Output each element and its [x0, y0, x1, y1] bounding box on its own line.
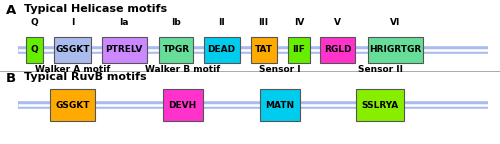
FancyBboxPatch shape: [159, 37, 193, 63]
Text: GSGKT: GSGKT: [55, 101, 90, 110]
Text: Walker B motif: Walker B motif: [145, 65, 220, 74]
Text: Sensor I: Sensor I: [259, 65, 301, 74]
Text: HRIGRTGR: HRIGRTGR: [369, 45, 421, 54]
Text: IV: IV: [294, 18, 304, 27]
FancyBboxPatch shape: [54, 37, 91, 63]
Text: III: III: [258, 18, 268, 27]
FancyBboxPatch shape: [204, 37, 240, 63]
FancyBboxPatch shape: [356, 89, 404, 121]
Text: IIF: IIF: [292, 45, 306, 54]
Text: Typical RuvB motifs: Typical RuvB motifs: [24, 72, 146, 82]
Text: TAT: TAT: [254, 45, 272, 54]
Text: II: II: [218, 18, 225, 27]
FancyBboxPatch shape: [320, 37, 355, 63]
Text: MATN: MATN: [266, 101, 294, 110]
Text: Typical Helicase motifs: Typical Helicase motifs: [24, 4, 167, 14]
Text: Ib: Ib: [171, 18, 181, 27]
Text: Ia: Ia: [120, 18, 129, 27]
Text: VI: VI: [390, 18, 400, 27]
Text: Q: Q: [30, 18, 38, 27]
FancyBboxPatch shape: [102, 37, 146, 63]
Text: TPGR: TPGR: [162, 45, 190, 54]
Text: Walker A motif: Walker A motif: [35, 65, 110, 74]
Text: SSLRYA: SSLRYA: [362, 101, 399, 110]
Text: V: V: [334, 18, 341, 27]
FancyBboxPatch shape: [250, 37, 276, 63]
Text: RGLD: RGLD: [324, 45, 351, 54]
Text: A: A: [6, 4, 16, 17]
Text: I: I: [71, 18, 74, 27]
Text: DEVH: DEVH: [168, 101, 196, 110]
Text: DEAD: DEAD: [208, 45, 236, 54]
FancyBboxPatch shape: [288, 37, 310, 63]
FancyBboxPatch shape: [26, 37, 42, 63]
FancyBboxPatch shape: [162, 89, 202, 121]
FancyBboxPatch shape: [260, 89, 300, 121]
Text: B: B: [6, 72, 16, 85]
FancyBboxPatch shape: [50, 89, 95, 121]
FancyBboxPatch shape: [368, 37, 422, 63]
Text: Q: Q: [30, 45, 38, 54]
Text: Sensor II: Sensor II: [358, 65, 403, 74]
Text: GSGKT: GSGKT: [55, 45, 90, 54]
Text: PTRELV: PTRELV: [106, 45, 142, 54]
